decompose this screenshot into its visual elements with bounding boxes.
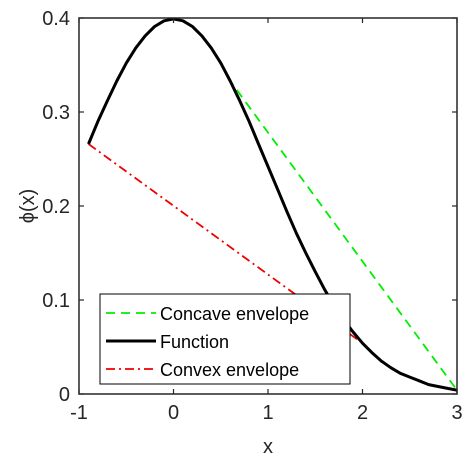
x-tick-label: 3 bbox=[451, 402, 462, 424]
x-tick-label: 1 bbox=[262, 402, 273, 424]
legend: Concave envelope Function Convex envelope bbox=[99, 293, 351, 385]
y-tick-label: 0.2 bbox=[42, 196, 70, 218]
legend-label: Function bbox=[160, 332, 229, 352]
legend-label: Convex envelope bbox=[160, 360, 299, 380]
y-tick-label: 0.4 bbox=[42, 8, 70, 30]
axis-ticks: -1 0 1 2 300.10.20.30.4 bbox=[42, 8, 462, 424]
y-tick-label: 0.1 bbox=[42, 290, 70, 312]
x-tick-label: 2 bbox=[357, 402, 368, 424]
x-tick-label: -1 bbox=[70, 402, 88, 424]
x-tick-label: 0 bbox=[168, 402, 179, 424]
x-axis-title: x bbox=[263, 436, 273, 456]
plot-area bbox=[87, 17, 458, 392]
series-line-function bbox=[87, 17, 458, 392]
y-axis-title: ϕ(x) bbox=[17, 189, 39, 224]
y-tick-label: 0 bbox=[59, 384, 70, 406]
legend-label: Concave envelope bbox=[160, 304, 309, 324]
y-tick-label: 0.3 bbox=[42, 102, 70, 124]
legend-box bbox=[99, 293, 351, 385]
